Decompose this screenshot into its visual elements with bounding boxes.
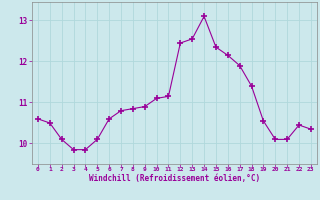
X-axis label: Windchill (Refroidissement éolien,°C): Windchill (Refroidissement éolien,°C) (89, 174, 260, 183)
